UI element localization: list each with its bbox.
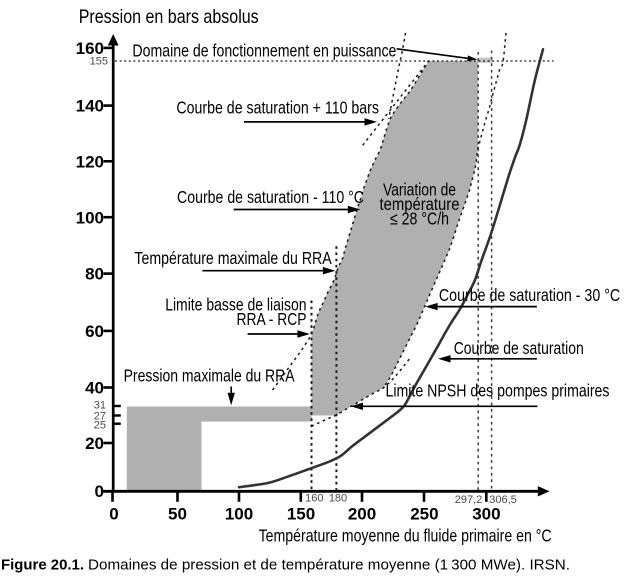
svg-text:Courbe de saturation - 30 °C: Courbe de saturation - 30 °C bbox=[439, 285, 620, 305]
svg-text:20: 20 bbox=[85, 434, 104, 453]
svg-text:Limite basse de liaison: Limite basse de liaison bbox=[165, 295, 306, 315]
svg-text:Température maximale du RRA: Température maximale du RRA bbox=[134, 248, 332, 268]
svg-text:200: 200 bbox=[348, 505, 376, 524]
svg-text:Domaine de fonctionnement en p: Domaine de fonctionnement en puissance bbox=[132, 40, 396, 60]
svg-text:0: 0 bbox=[95, 482, 104, 501]
svg-text:140: 140 bbox=[76, 97, 104, 116]
svg-text:120: 120 bbox=[76, 152, 104, 171]
svg-text:155: 155 bbox=[90, 56, 108, 68]
svg-text:Température moyenne du fluide: Température moyenne du fluide primaire e… bbox=[259, 526, 552, 546]
svg-text:Courbe de saturation + 110 bar: Courbe de saturation + 110 bars bbox=[176, 98, 379, 118]
svg-text:RRA - RCP: RRA - RCP bbox=[237, 309, 307, 329]
svg-text:306,5: 306,5 bbox=[489, 494, 517, 506]
svg-text:Courbe de saturation: Courbe de saturation bbox=[454, 338, 584, 358]
svg-text:160: 160 bbox=[76, 39, 104, 58]
svg-text:80: 80 bbox=[85, 265, 104, 284]
svg-text:150: 150 bbox=[287, 505, 315, 524]
svg-text:60: 60 bbox=[85, 322, 104, 341]
svg-text:31: 31 bbox=[94, 399, 106, 411]
svg-text:25: 25 bbox=[94, 419, 106, 431]
svg-text:100: 100 bbox=[76, 208, 104, 227]
svg-text:Pression maximale du RRA: Pression maximale du RRA bbox=[124, 366, 295, 386]
svg-text:160: 160 bbox=[305, 492, 323, 504]
svg-text:50: 50 bbox=[168, 505, 187, 524]
svg-text:250: 250 bbox=[410, 505, 438, 524]
svg-text:température: température bbox=[380, 194, 460, 214]
svg-text:0: 0 bbox=[109, 505, 118, 524]
svg-text:27: 27 bbox=[94, 411, 106, 423]
svg-text:Limite NPSH des pompes primair: Limite NPSH des pompes primaires bbox=[386, 381, 610, 401]
svg-text:Variation de: Variation de bbox=[383, 180, 456, 200]
svg-text:Courbe de saturation - 110 °C: Courbe de saturation - 110 °C bbox=[177, 187, 364, 207]
svg-text:100: 100 bbox=[225, 505, 253, 524]
svg-text:Figure 20.1.Domaines de pressi: Figure 20.1. Domaines de pression et de t… bbox=[1, 557, 570, 574]
svg-text:297,2: 297,2 bbox=[455, 494, 483, 506]
svg-text:40: 40 bbox=[85, 379, 104, 398]
svg-text:300: 300 bbox=[472, 505, 500, 524]
svg-text:180: 180 bbox=[329, 492, 347, 504]
svg-text:Pression en bars absolus: Pression en bars absolus bbox=[79, 6, 259, 28]
svg-text:≤ 28 °C/h: ≤ 28 °C/h bbox=[390, 209, 449, 229]
